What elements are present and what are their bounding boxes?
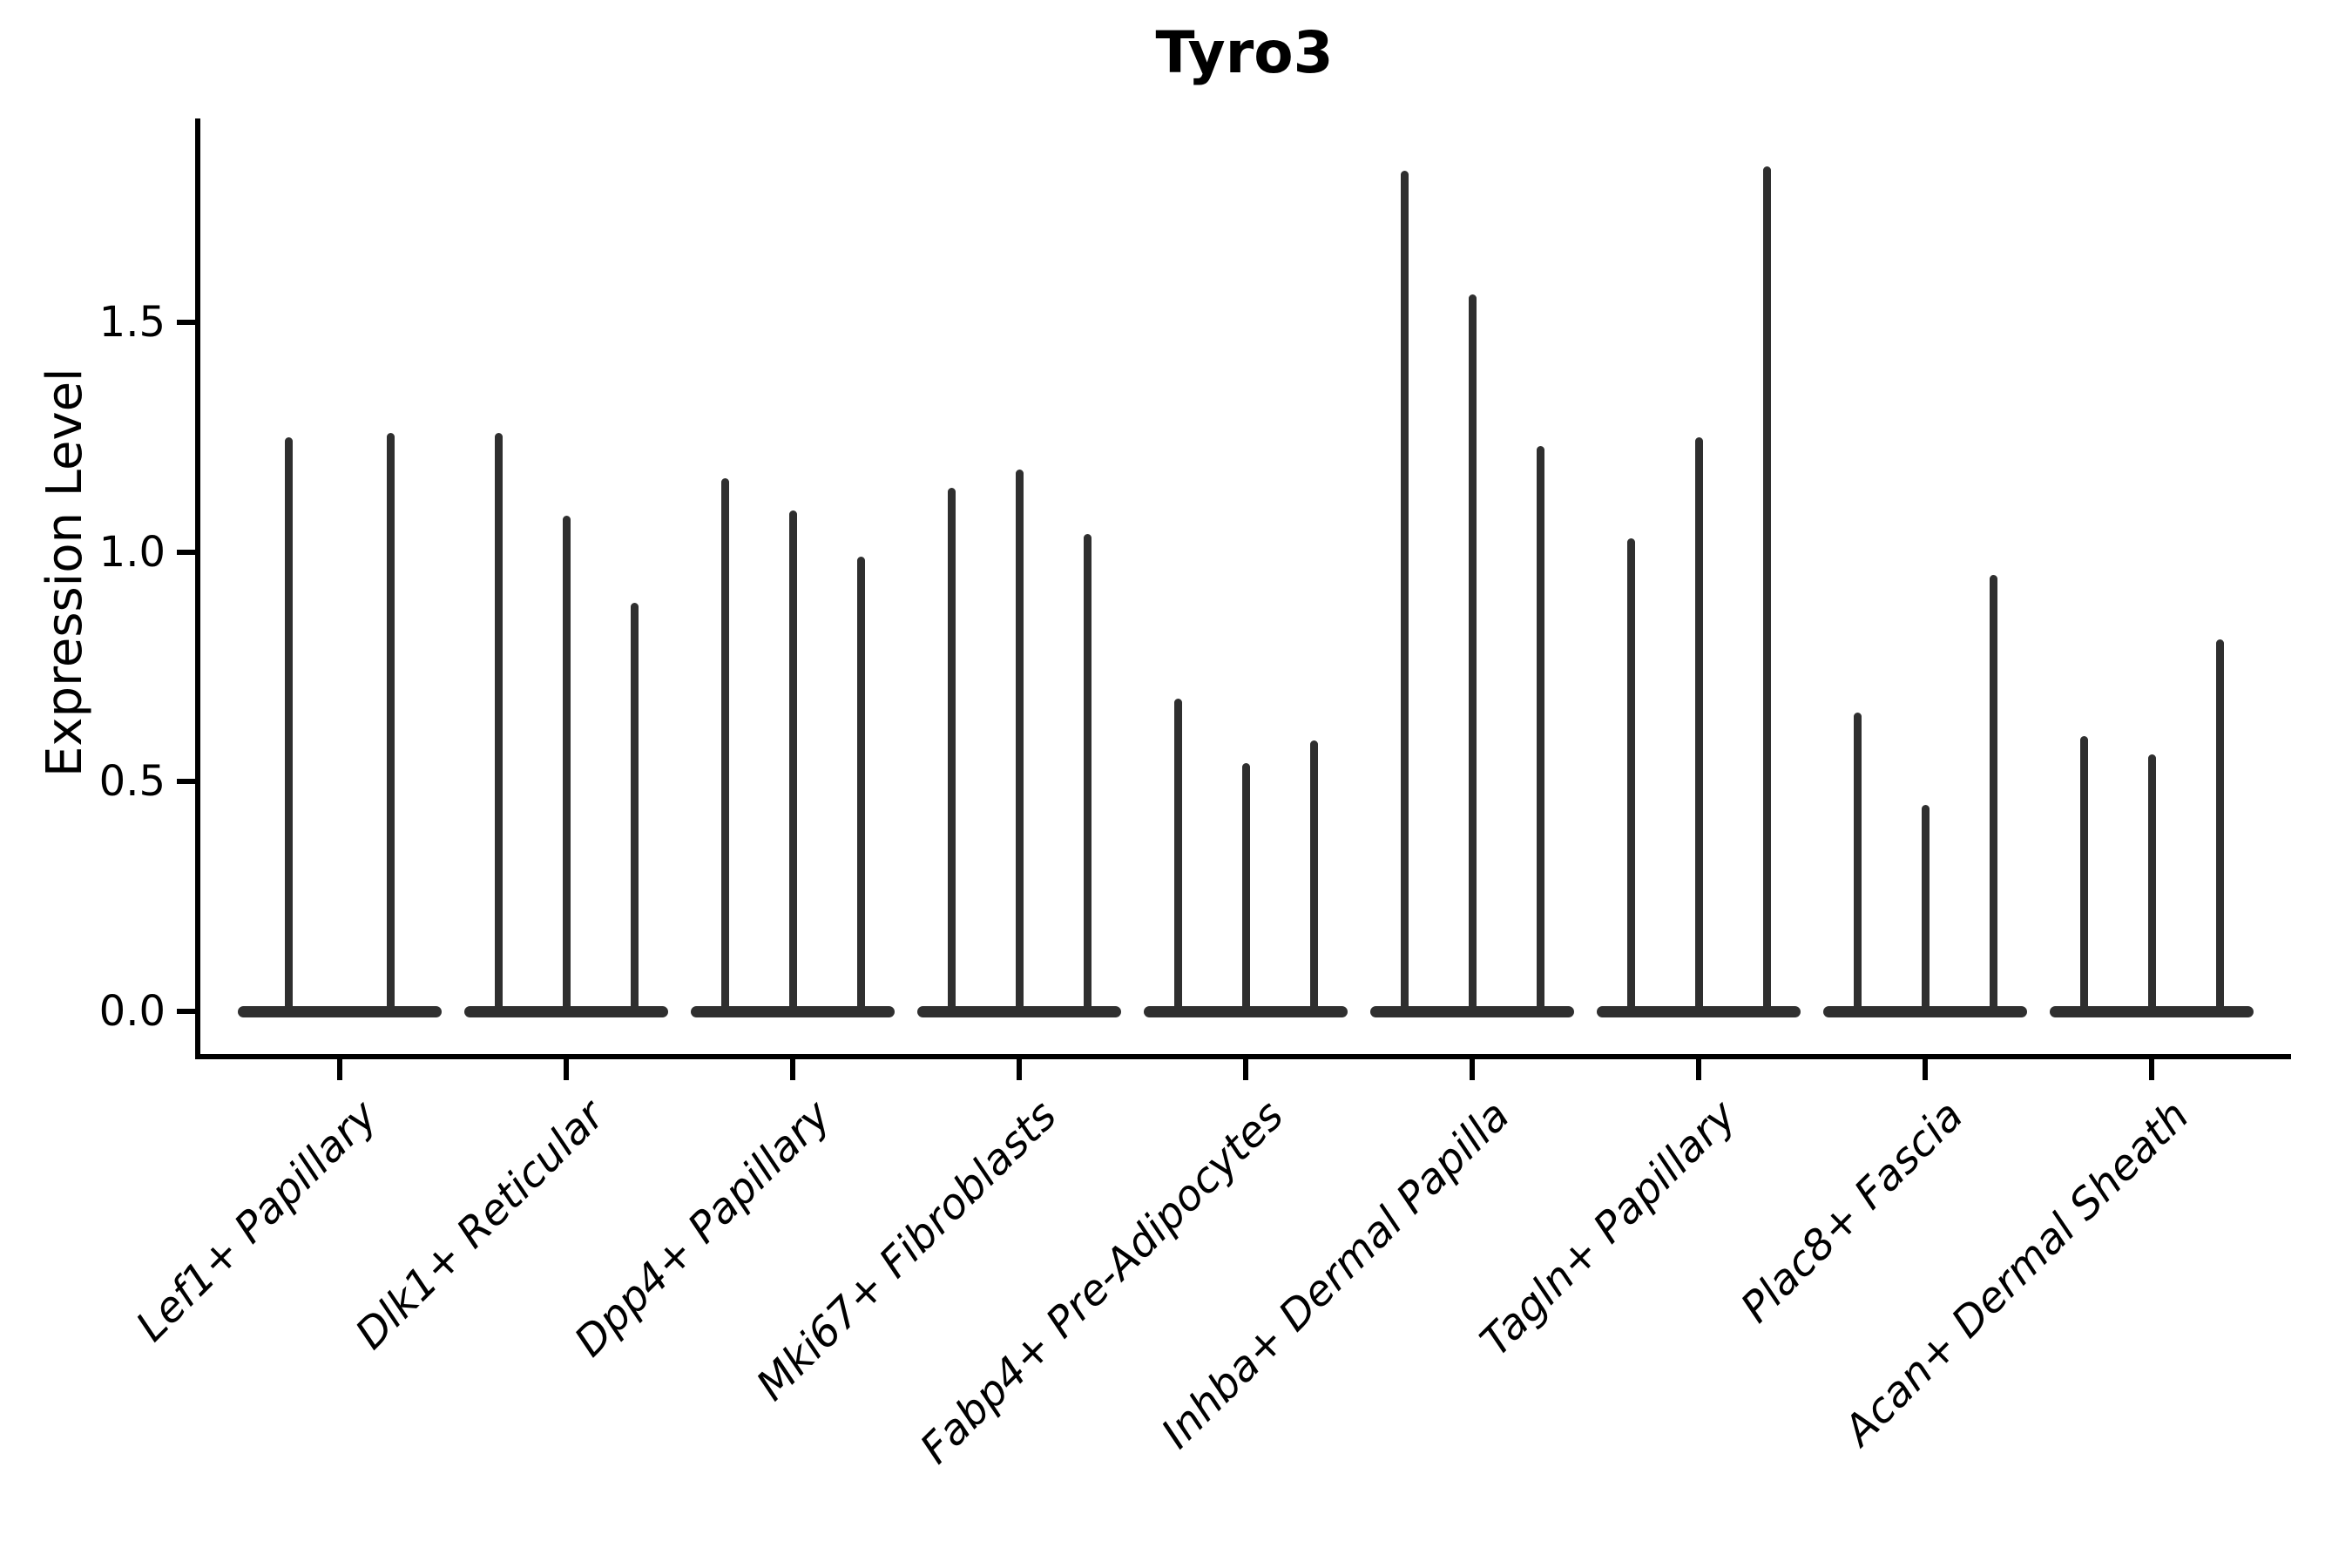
x-tick-label: Fabp4+ Pre-Adipocytes <box>910 1091 1294 1474</box>
violin-spike <box>947 487 956 1011</box>
x-tick-label: Lef1+ Papillary <box>127 1091 388 1351</box>
y-tick-label: 1.5 <box>98 298 166 348</box>
violin-spike <box>1853 713 1862 1011</box>
x-tick-mark <box>337 1059 342 1080</box>
violin-group-base <box>1144 1005 1348 1017</box>
violin-spike <box>1762 166 1771 1011</box>
violin-spike <box>1173 699 1182 1011</box>
violin-spike <box>2215 639 2224 1011</box>
violin-group-base <box>917 1005 1121 1017</box>
violin-spike <box>1309 740 1318 1011</box>
violin-spike <box>788 510 797 1011</box>
violin-spike <box>285 436 293 1011</box>
x-tick-mark <box>1696 1059 1701 1080</box>
x-tick-mark <box>2149 1059 2154 1080</box>
x-tick-mark <box>790 1059 795 1080</box>
x-tick-label: Plac8+ Fascia <box>1731 1091 1973 1333</box>
violin-group-base <box>238 1005 442 1017</box>
violin-group-base <box>1597 1005 1801 1017</box>
y-tick-label: 1.0 <box>98 527 166 577</box>
x-tick-label: Tagln+ Papillary <box>1470 1091 1747 1366</box>
violin-spike <box>2079 735 2088 1011</box>
x-tick-mark <box>1017 1059 1022 1080</box>
x-tick-mark <box>1243 1059 1248 1080</box>
y-axis-spine <box>195 118 200 1059</box>
violin-spike <box>387 432 395 1011</box>
violin-spike <box>1921 804 1930 1011</box>
violin-spike <box>1083 533 1092 1011</box>
y-tick-mark <box>177 1009 198 1014</box>
x-axis-spine <box>195 1054 2291 1059</box>
violin-spike <box>1468 294 1477 1011</box>
violin-group-base <box>2050 1005 2254 1017</box>
violin-spike <box>494 432 503 1011</box>
violin-group-base <box>1823 1005 2027 1017</box>
violin-spike <box>1626 537 1635 1011</box>
violin-group-base <box>464 1005 668 1017</box>
violin-spike <box>1989 575 1997 1011</box>
y-tick-label: 0.0 <box>98 987 166 1036</box>
violin-group-base <box>691 1005 895 1017</box>
y-tick-label: 0.5 <box>98 757 166 807</box>
x-tick-mark <box>1923 1059 1928 1080</box>
violin-spike <box>1694 436 1703 1011</box>
chart-title: Tyro3 <box>1155 19 1334 86</box>
y-tick-mark <box>177 779 198 785</box>
violin-spike <box>1241 763 1250 1011</box>
violin-spike <box>1015 469 1024 1011</box>
x-tick-mark <box>1470 1059 1475 1080</box>
violin-spike <box>720 478 729 1011</box>
violin-spike <box>1536 446 1544 1011</box>
violin-spike <box>856 556 865 1011</box>
y-tick-mark <box>177 320 198 326</box>
y-tick-mark <box>177 549 198 555</box>
x-tick-mark <box>564 1059 569 1080</box>
violin-spike <box>1400 171 1409 1011</box>
violin-group-base <box>1370 1005 1574 1017</box>
violin-spike <box>630 602 639 1011</box>
violin-spike <box>562 515 571 1011</box>
violin-spike <box>2147 754 2156 1011</box>
x-tick-label: Dlk1+ Reticular <box>345 1091 614 1359</box>
